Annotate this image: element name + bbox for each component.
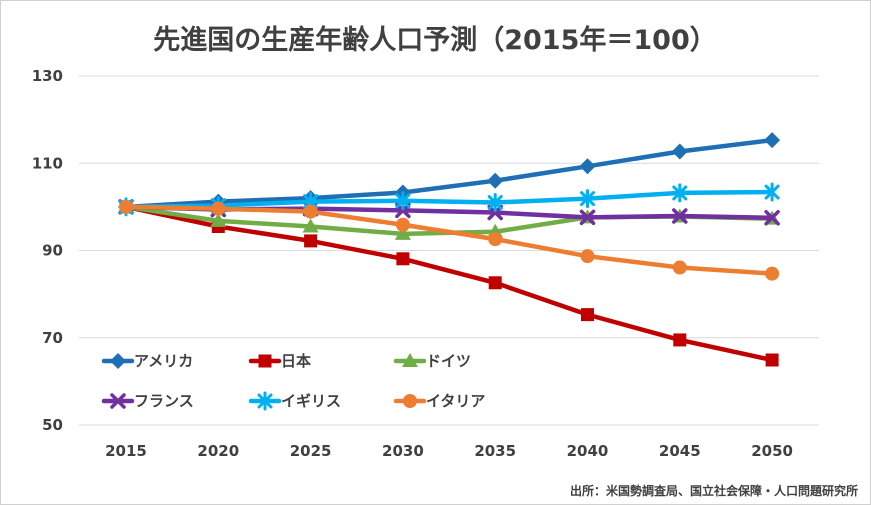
legend-swatch-marker-3 <box>110 393 126 409</box>
data-point-5-3 <box>395 217 410 232</box>
x-tick-label-2040: 2040 <box>567 442 609 460</box>
data-point-4-7 <box>764 182 780 202</box>
data-point-1-5 <box>581 308 594 322</box>
data-point-4-5 <box>580 189 595 209</box>
data-point-1-7 <box>765 353 779 367</box>
legend-label-5: イタリア <box>426 392 485 410</box>
data-point-5-2 <box>303 204 318 219</box>
data-point-3-7 <box>764 210 780 226</box>
series-line-4 <box>123 189 775 210</box>
y-tick-label-50: 50 <box>42 416 63 434</box>
legend-swatch-marker-2 <box>402 353 418 367</box>
legend-swatch-marker-5 <box>403 394 417 408</box>
series-line-5 <box>123 204 775 276</box>
data-point-5-7 <box>765 266 780 281</box>
series-group <box>118 132 781 367</box>
data-point-0-7 <box>764 132 781 149</box>
legend-item-4: イギリス <box>248 391 341 411</box>
y-axis-ticks: 50 70 90 110 130 <box>32 67 63 434</box>
data-point-5-0 <box>119 199 133 214</box>
x-tick-label-2020: 2020 <box>197 442 239 460</box>
gridlines <box>79 75 819 426</box>
x-tick-label-2030: 2030 <box>382 442 424 460</box>
legend-label-1: 日本 <box>281 352 311 370</box>
x-axis-ticks: 2015 2020 2025 2030 2035 2040 2045 2050 <box>105 442 793 460</box>
source-note: 出所：米国勢調査局、国立社会保障・人口問題研究所 <box>570 483 858 498</box>
data-point-4-6 <box>672 183 688 203</box>
data-point-2-3 <box>394 225 411 240</box>
x-tick-label-2050: 2050 <box>751 442 793 460</box>
chart-title: 先進国の生産年齢人口予測（2015年＝100） <box>153 24 717 56</box>
data-point-1-2 <box>304 234 318 248</box>
legend-item-1: 日本 <box>248 352 311 370</box>
data-point-0-4 <box>487 172 504 189</box>
y-tick-label-110: 110 <box>32 154 63 172</box>
x-tick-label-2045: 2045 <box>659 442 701 460</box>
series-line-0 <box>123 137 775 210</box>
legend-swatch-marker-1 <box>258 354 272 368</box>
series-line-1 <box>123 204 775 363</box>
data-point-2-1 <box>210 212 227 227</box>
y-tick-label-90: 90 <box>42 242 63 260</box>
legend-label-3: フランス <box>134 392 194 410</box>
legend-label-2: ドイツ <box>426 352 471 370</box>
data-point-5-4 <box>488 232 503 247</box>
x-tick-label-2015: 2015 <box>105 442 147 460</box>
legend-label-0: アメリカ <box>134 352 193 370</box>
data-point-3-6 <box>672 208 688 224</box>
data-point-4-3 <box>395 191 411 211</box>
legend-item-5: イタリア <box>393 392 485 410</box>
data-point-5-5 <box>580 249 595 264</box>
legend-swatch-marker-4 <box>257 391 273 411</box>
legend-item-0: アメリカ <box>101 352 193 370</box>
legend-swatch-marker-0 <box>110 353 126 369</box>
x-tick-label-2035: 2035 <box>474 442 516 460</box>
data-point-1-3 <box>396 252 410 266</box>
series-4 <box>118 182 780 217</box>
legend-item-3: フランス <box>101 392 194 410</box>
legend-label-4: イギリス <box>281 392 341 410</box>
data-point-3-5 <box>579 209 596 226</box>
y-tick-label-70: 70 <box>42 329 63 347</box>
data-point-1-4 <box>488 276 502 290</box>
x-tick-label-2025: 2025 <box>290 442 332 460</box>
data-point-5-1 <box>211 201 226 216</box>
data-point-0-6 <box>671 143 688 160</box>
data-point-4-4 <box>487 193 503 213</box>
series-5 <box>119 199 780 281</box>
data-point-1-6 <box>673 333 687 347</box>
legend-item-2: ドイツ <box>393 352 471 370</box>
data-point-5-6 <box>672 260 687 275</box>
data-point-0-5 <box>579 158 596 175</box>
y-tick-label-130: 130 <box>32 67 63 85</box>
data-point-2-2 <box>302 218 319 233</box>
